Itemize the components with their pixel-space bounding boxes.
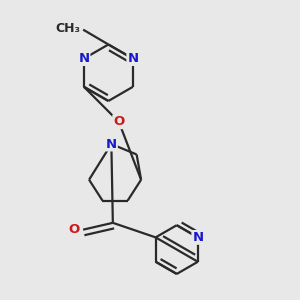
Text: N: N (127, 52, 138, 65)
Text: O: O (68, 223, 80, 236)
Text: N: N (106, 138, 117, 151)
Text: N: N (78, 52, 89, 65)
Text: O: O (113, 115, 124, 128)
Text: N: N (192, 231, 203, 244)
Text: CH₃: CH₃ (56, 22, 81, 35)
